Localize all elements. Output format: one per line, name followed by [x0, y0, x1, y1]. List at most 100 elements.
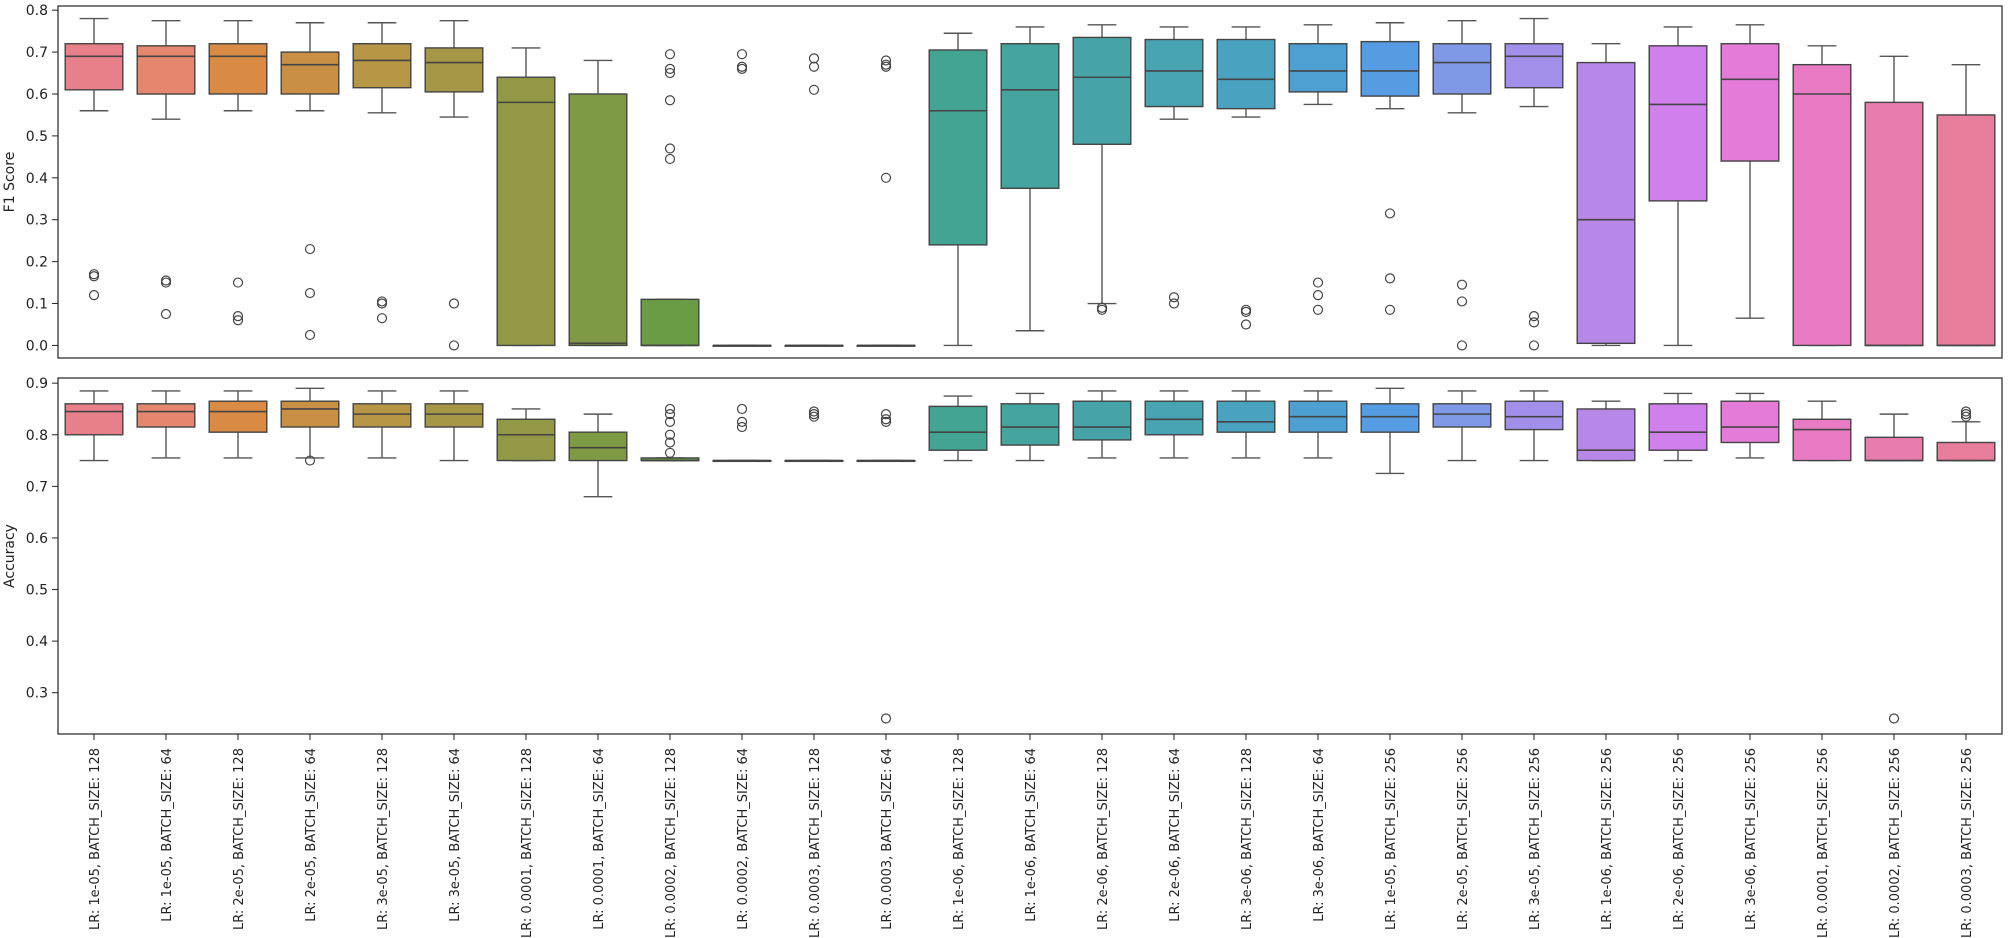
f1-outlier-point: [1384, 208, 1396, 219]
acc-outlier-point: [304, 455, 316, 466]
f1-box-group: [1432, 19, 1492, 351]
f1-y-tick-label: 0.7: [26, 45, 48, 61]
x-category-label: LR: 2e-06, BATCH_SIZE: 64: [1168, 748, 1183, 922]
x-category-label: LR: 2e-06, BATCH_SIZE: 128: [1096, 748, 1111, 930]
acc-outlier-point: [664, 409, 676, 420]
f1-box-group: [424, 19, 484, 351]
f1-outlier-point: [304, 329, 316, 341]
acc-y-tick-label: 0.7: [26, 479, 48, 495]
f1-box-group: [1720, 24, 1780, 319]
acc-box-iqr: [928, 405, 988, 451]
f1-outlier-point: [376, 313, 388, 324]
acc-box-iqr: [1792, 418, 1852, 462]
acc-y-tick-label: 0.8: [26, 428, 48, 444]
acc-box-iqr: [280, 400, 340, 428]
f1-outlier-point: [1096, 302, 1108, 313]
f1-outlier-point: [1312, 304, 1324, 315]
acc-outlier-point: [736, 416, 748, 427]
f1-box-group: [712, 49, 772, 347]
accuracy-y-axis-title: Accuracy: [2, 524, 18, 588]
f1-box-iqr: [352, 43, 412, 89]
f1-outlier-point: [1456, 279, 1468, 290]
acc-box-group: [1720, 392, 1780, 459]
f1-outlier-point: [304, 243, 316, 255]
f1-y-tick-label: 0.4: [26, 171, 48, 187]
acc-box-iqr: [1504, 400, 1564, 431]
acc-box-iqr: [1144, 400, 1204, 436]
f1-box-iqr: [928, 49, 988, 246]
f1-outlier-point: [808, 84, 820, 95]
acc-box-iqr: [1000, 403, 1060, 446]
acc-outlier-point: [736, 403, 748, 415]
acc-box-group: [1360, 387, 1420, 475]
f1-box-iqr: [1144, 38, 1204, 108]
acc-box-iqr: [1936, 441, 1996, 462]
f1-outlier-point: [448, 298, 460, 309]
f1-box-group: [1936, 63, 1996, 347]
f1-y-axis: 0.0 0.1 0.2 0.3 0.4 0.5 0.6 0.7 0.8: [26, 3, 58, 354]
f1-outlier-point: [448, 340, 460, 351]
f1-box-group: [1864, 55, 1924, 347]
f1-outlier-point: [232, 277, 244, 288]
f1-outlier-point: [808, 61, 820, 72]
f1-box-iqr: [1864, 101, 1924, 347]
f1-outlier-point: [1096, 304, 1108, 315]
x-category-label: LR: 1e-05, BATCH_SIZE: 256: [1384, 748, 1399, 930]
f1-box-iqr: [496, 76, 556, 347]
acc-outlier-point: [664, 403, 676, 415]
acc-box-iqr: [1720, 400, 1780, 444]
f1-box-group: [1072, 24, 1132, 315]
f1-box-group: [280, 22, 340, 341]
f1-outlier-point: [664, 143, 676, 154]
f1-y-tick-label: 0.0: [26, 338, 48, 354]
f1-outlier-point: [376, 296, 388, 307]
f1-outlier-point: [1456, 340, 1468, 351]
x-category-label: LR: 3e-05, BATCH_SIZE: 256: [1528, 748, 1543, 930]
f1-outlier-point: [664, 67, 676, 79]
f1-box-group: [1288, 24, 1348, 315]
acc-y-tick-label: 0.9: [26, 376, 48, 392]
f1-outlier-point: [88, 269, 100, 280]
acc-box-group: [1936, 406, 1996, 462]
f1-outlier-point: [1240, 319, 1252, 330]
acc-box-group: [136, 390, 196, 459]
f1-box-iqr: [1072, 36, 1132, 145]
acc-outlier-point: [664, 429, 676, 440]
acc-box-group: [568, 413, 628, 498]
x-category-label: LR: 0.0001, BATCH_SIZE: 64: [592, 748, 607, 930]
f1-box-iqr: [1720, 43, 1780, 162]
f1-outlier-point: [736, 63, 748, 74]
f1-outlier-point: [1240, 304, 1252, 315]
f1-plot-frame: [57, 5, 2003, 359]
acc-outlier-point: [880, 409, 892, 420]
acc-outlier-point: [664, 416, 676, 427]
f1-outlier-point: [1168, 298, 1180, 309]
acc-box-group: [1072, 390, 1132, 459]
acc-box-group: [1216, 390, 1276, 459]
acc-outlier-point: [880, 416, 892, 427]
acc-box-group: [784, 406, 844, 463]
f1-box-iqr: [1360, 40, 1420, 97]
f1-box-iqr: [568, 93, 628, 347]
f1-outlier-point: [1312, 290, 1324, 301]
f1-boxes: [64, 17, 1996, 351]
f1-outlier-point: [88, 271, 100, 282]
f1-box-iqr: [64, 43, 124, 91]
f1-y-tick-label: 0.6: [26, 87, 48, 103]
x-category-label: LR: 1e-06, BATCH_SIZE: 128: [952, 748, 967, 930]
acc-outlier-point: [880, 414, 892, 425]
f1-outlier-point: [1384, 273, 1396, 284]
acc-box-iqr: [568, 431, 628, 462]
x-category-label: LR: 1e-05, BATCH_SIZE: 64: [160, 748, 175, 922]
f1-box-group: [1792, 45, 1852, 347]
f1-box-iqr: [1504, 43, 1564, 89]
f1-box-iqr: [1936, 114, 1996, 347]
x-category-label: LR: 3e-05, BATCH_SIZE: 128: [376, 748, 391, 930]
acc-outlier-point: [808, 409, 820, 420]
accuracy-y-axis: 0.3 0.4 0.5 0.6 0.7 0.8 0.9: [26, 376, 58, 702]
f1-outlier-point: [1528, 310, 1540, 322]
acc-box-group: [1648, 392, 1708, 462]
acc-box-group: [640, 403, 700, 462]
f1-y-tick-label: 0.3: [26, 213, 48, 229]
f1-box-group: [1000, 26, 1060, 332]
